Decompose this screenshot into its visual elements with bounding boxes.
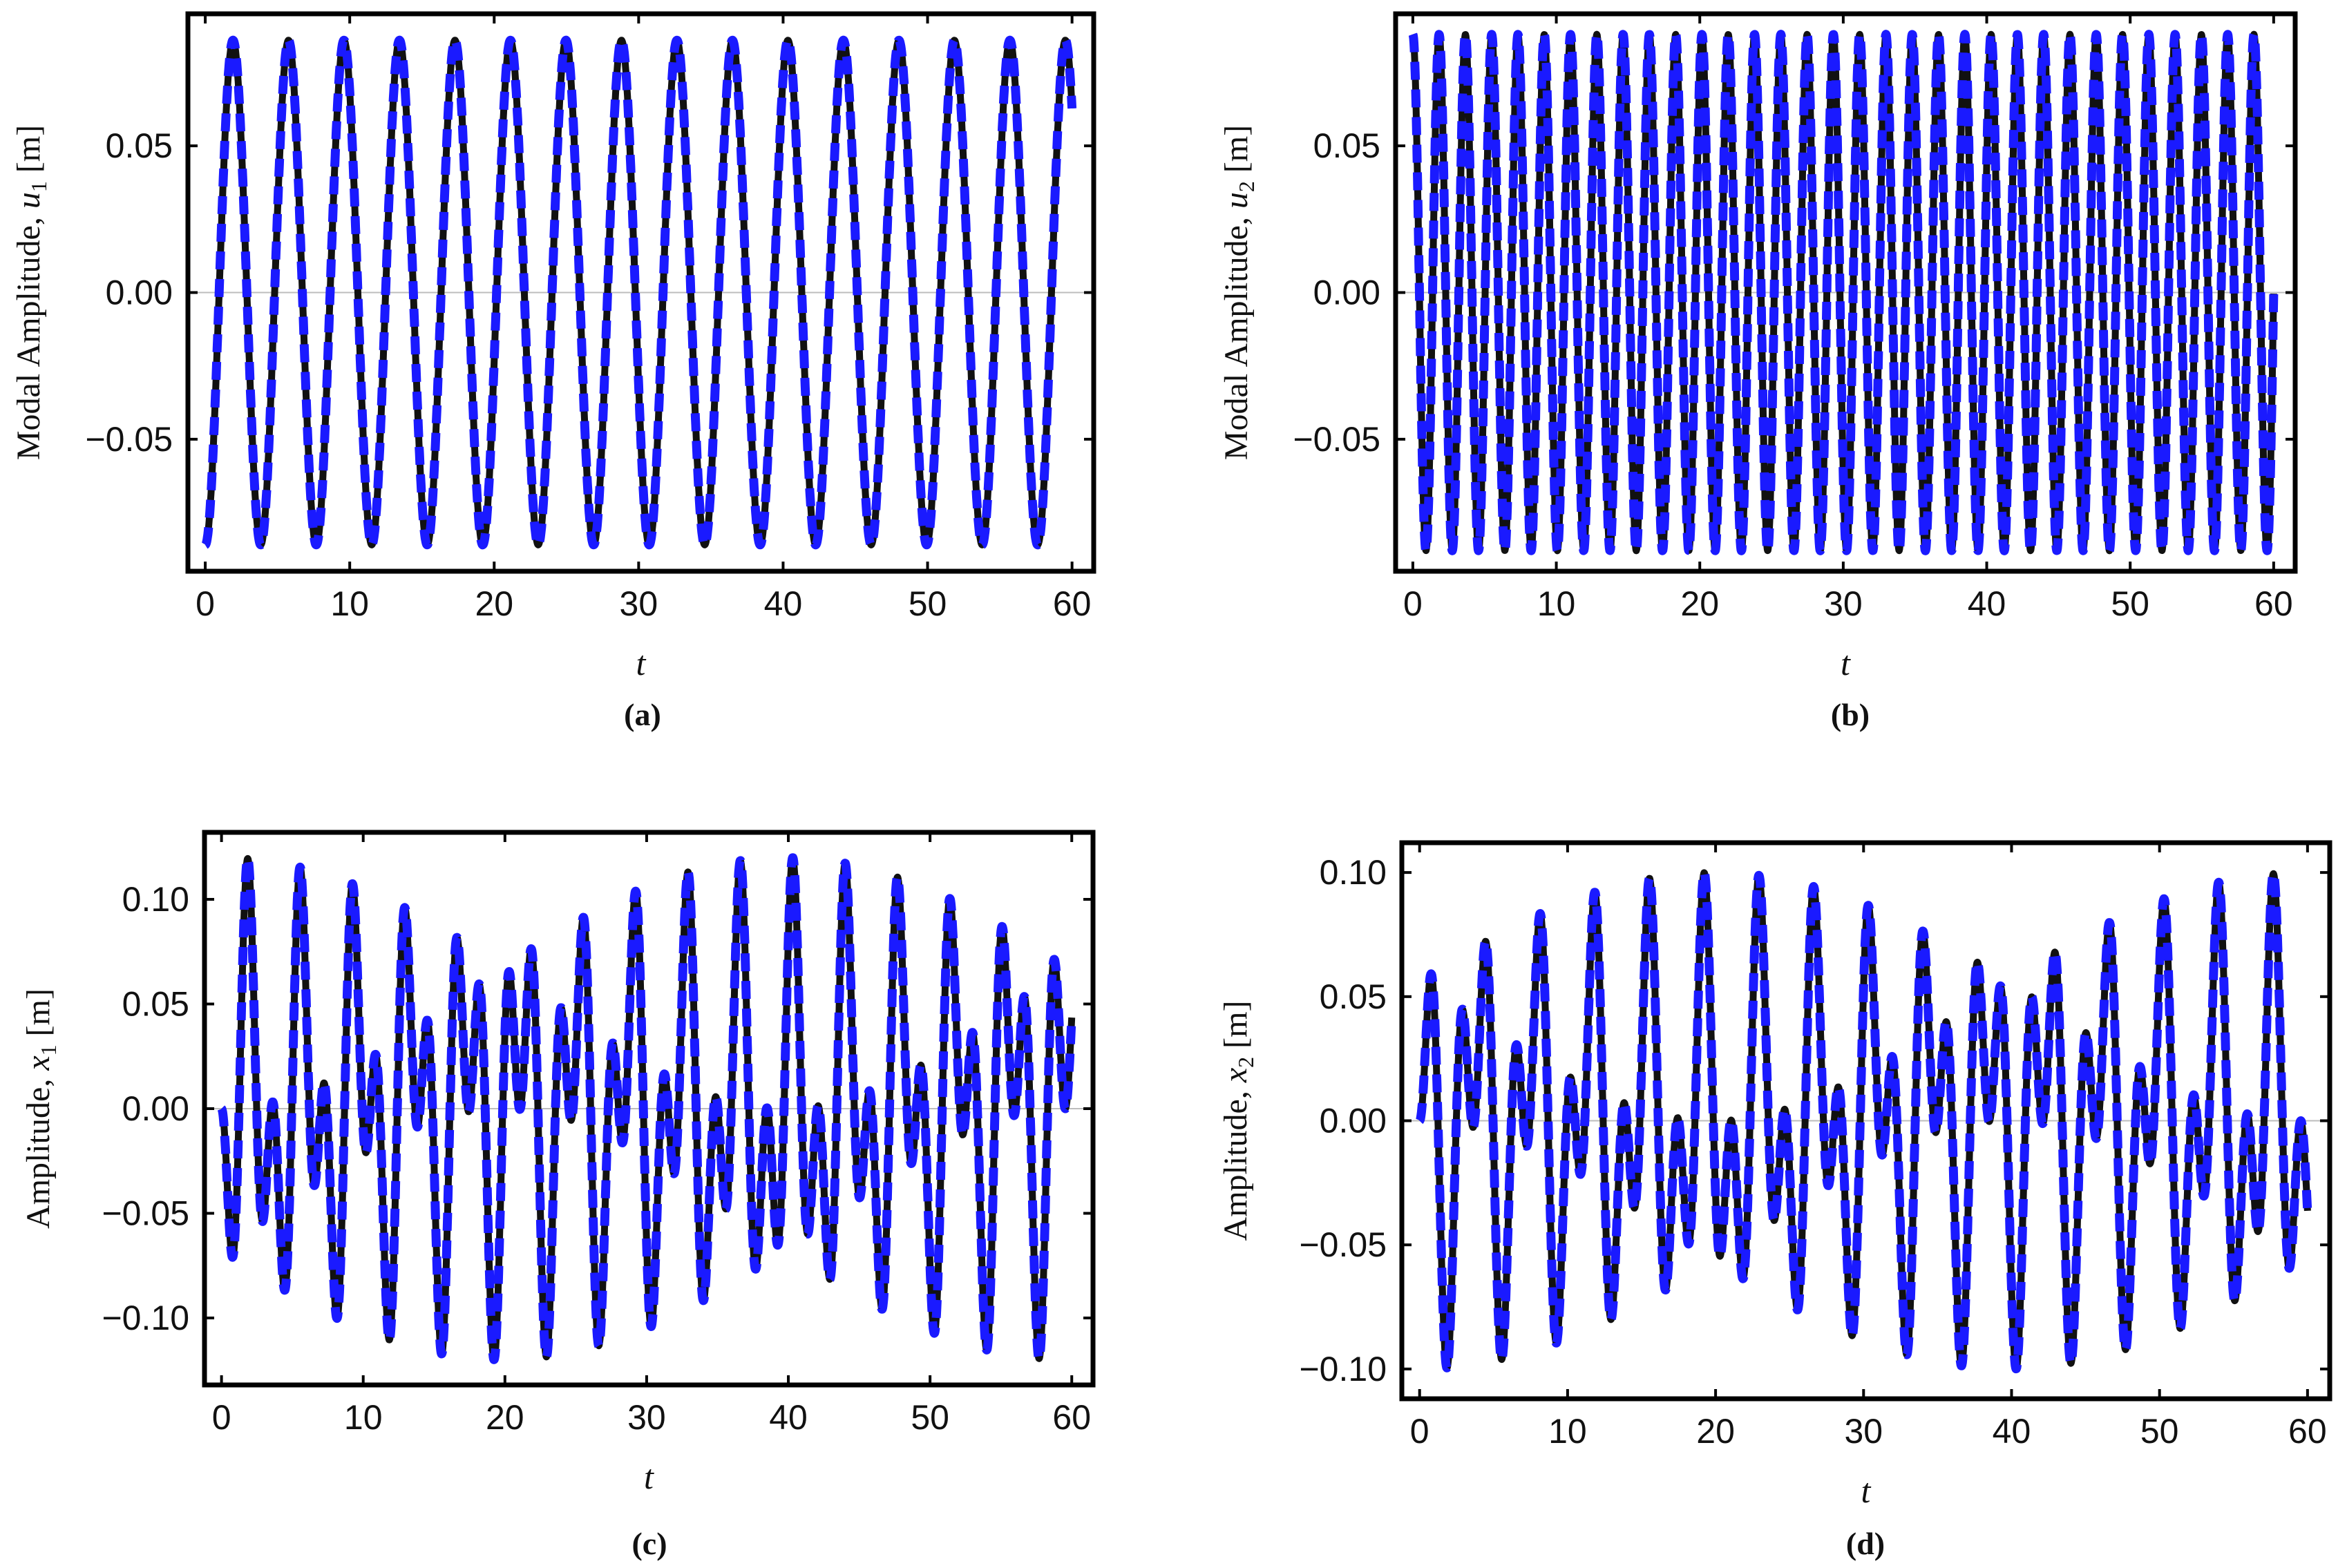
y-axis-label: Amplitude, x2 [m] [1217,1001,1258,1241]
x-tick-label: 0 [1403,584,1423,623]
x-tick-label: 0 [212,1398,231,1437]
x-tick-label: 30 [1824,584,1863,623]
x-axis-label: t [1841,644,1851,682]
y-tick-label: −0.05 [1293,420,1380,459]
x-tick-label: 50 [911,1398,949,1437]
y-tick-label: 0.10 [1320,853,1387,892]
y-tick-label: 0.05 [1320,977,1387,1016]
x-tick-label: 60 [2288,1412,2327,1451]
x-tick-label: 10 [330,584,369,623]
y-tick-label: −0.05 [85,420,173,459]
x-tick-label: 60 [1053,584,1092,623]
chart-panel-d: 0 10 20 30 40 50 60 −0.10 −0.05 0.00 0.05 0.10 t Ampl… [1217,840,2332,1561]
chart-panel-b: 0 10 20 30 40 50 60 −0.05 0.00 0.05 t Modal Amplitu… [1218,11,2298,732]
x-tick-label: 40 [764,584,803,623]
x-axis-label: t [644,1457,654,1496]
y-tick-label: 0.05 [106,126,173,165]
x-tick-label: 10 [344,1398,383,1437]
x-tick-label: 50 [909,584,947,623]
x-tick-label: 20 [1680,584,1719,623]
y-tick-label: −0.10 [102,1299,189,1337]
chart-panel-c: 0 10 20 30 40 50 60 −0.10 −0.05 0.00 0.05 0.10 t Ampl… [20,830,1096,1561]
x-tick-label: 10 [1548,1412,1587,1451]
x-tick-label: 40 [1993,1412,2031,1451]
panel-caption: (c) [631,1526,667,1561]
x-tick-label: 20 [475,584,513,623]
series-approximation [1415,868,2312,1374]
series-approximation [217,853,1076,1364]
y-tick-label: 0.00 [1320,1102,1387,1140]
x-tick-label: 30 [627,1398,666,1437]
x-tick-label: 40 [1968,584,2006,623]
x-axis-label: t [1861,1471,1872,1510]
x-tick-label: 60 [2254,584,2293,623]
x-tick-label: 50 [2140,1412,2179,1451]
y-axis-label: Modal Amplitude, u1 [m] [10,125,51,460]
y-axis-label: Amplitude, x1 [m] [20,988,61,1229]
x-tick-label: 10 [1537,584,1576,623]
series-approximation [1408,30,2279,555]
x-tick-label: 30 [620,584,658,623]
x-tick-label: 60 [1052,1398,1091,1437]
x-tick-label: 50 [2111,584,2149,623]
y-axis-label: Modal Amplitude, u2 [m] [1218,125,1259,460]
panel-caption: (d) [1846,1526,1885,1561]
y-tick-label: −0.05 [1299,1225,1387,1264]
y-tick-label: 0.00 [122,1089,189,1128]
x-tick-label: 40 [769,1398,808,1437]
x-axis-label: t [636,644,647,682]
y-tick-label: 0.05 [122,984,189,1023]
panel-caption: (a) [624,697,661,732]
y-tick-label: 0.10 [122,880,189,919]
x-tick-label: 0 [196,584,215,623]
chart-panel-a: 0 10 20 30 40 50 60 −0.05 0.00 0.05 t Modal Amplitu… [10,11,1096,732]
y-tick-label: −0.10 [1299,1350,1387,1388]
x-tick-label: 0 [1410,1412,1429,1451]
x-tick-label: 20 [1696,1412,1735,1451]
series-approximation [201,35,1077,550]
x-tick-label: 20 [486,1398,524,1437]
y-tick-label: 0.00 [1313,274,1380,312]
x-tick-label: 30 [1844,1412,1883,1451]
y-tick-label: −0.05 [102,1194,189,1233]
panel-caption: (b) [1831,697,1870,732]
y-tick-label: 0.00 [106,274,173,312]
y-tick-label: 0.05 [1313,126,1380,165]
